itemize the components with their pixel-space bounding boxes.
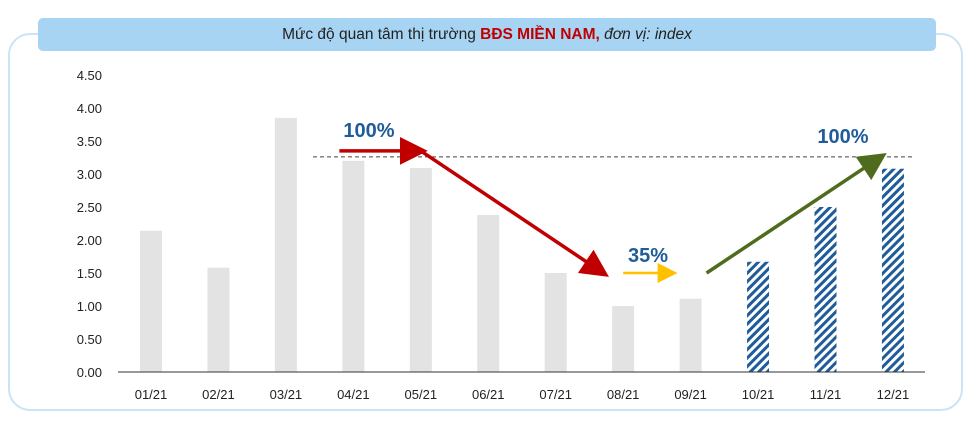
bar-04/21	[342, 160, 365, 372]
chart-title: Mức độ quan tâm thị trường BĐS MIỀN NAM,…	[38, 18, 936, 51]
red-arrow	[419, 149, 609, 277]
y-tick-label: 3.00	[77, 167, 102, 182]
bar-12/21	[881, 168, 904, 372]
y-tick-label: 2.50	[77, 200, 102, 215]
bar-08/21	[612, 306, 635, 372]
annotation-label: 100%	[817, 126, 868, 148]
bar-11/21	[814, 207, 837, 372]
y-tick-label: 4.50	[77, 68, 102, 83]
bar-07/21	[544, 273, 567, 372]
y-tick-label: 0.50	[77, 332, 102, 347]
bar-09/21	[679, 298, 702, 372]
title-highlight: BĐS MIỀN NAM	[480, 26, 596, 43]
x-tick-label: 08/21	[607, 387, 640, 402]
y-tick-label: 2.00	[77, 233, 102, 248]
x-tick-label: 04/21	[337, 387, 370, 402]
title-prefix: Mức độ quan tâm thị trường	[282, 26, 481, 43]
bar-10/21	[747, 261, 770, 372]
title-unit: đơn vị: index	[604, 26, 692, 43]
x-tick-label: 03/21	[270, 387, 303, 402]
x-tick-label: 09/21	[674, 387, 707, 402]
bar-03/21	[274, 117, 297, 373]
x-tick-label: 12/21	[877, 387, 910, 402]
annotation-label: 100%	[343, 120, 394, 142]
title-separator: ,	[595, 26, 605, 43]
y-tick-label: 1.50	[77, 266, 102, 281]
y-tick-label: 3.50	[77, 134, 102, 149]
bar-01/21	[140, 230, 162, 372]
bar-05/21	[409, 168, 432, 372]
bar-06/21	[477, 214, 500, 372]
x-tick-label: 10/21	[742, 387, 775, 402]
x-tick-label: 01/21	[135, 387, 168, 402]
x-tick-label: 07/21	[539, 387, 572, 402]
annotation-label: 35%	[628, 245, 668, 267]
y-tick-label: 0.00	[77, 365, 102, 380]
y-tick-label: 1.00	[77, 299, 102, 314]
x-tick-label: 02/21	[202, 387, 235, 402]
y-tick-label: 4.00	[77, 101, 102, 116]
bar-02/21	[207, 267, 230, 372]
x-tick-label: 06/21	[472, 387, 505, 402]
x-tick-label: 05/21	[405, 387, 438, 402]
green-arrow	[705, 152, 887, 275]
x-tick-label: 11/21	[810, 387, 842, 402]
